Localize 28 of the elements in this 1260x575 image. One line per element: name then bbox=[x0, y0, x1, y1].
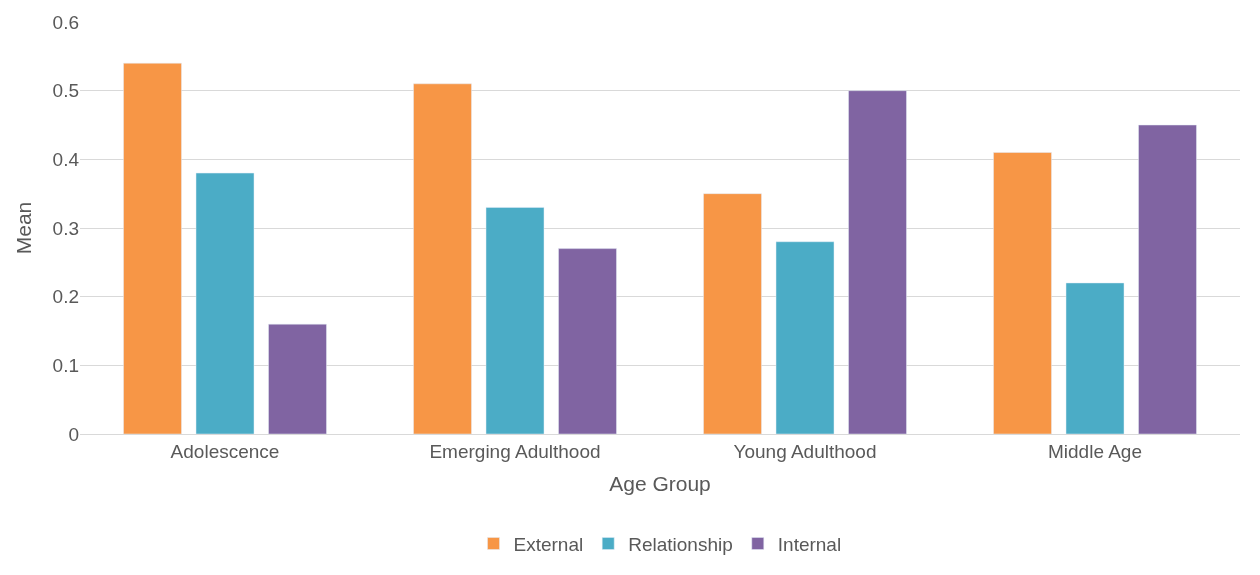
y-axis-title: Mean bbox=[11, 201, 35, 255]
y-tick-label: 0.3 bbox=[52, 217, 79, 239]
y-tick-label: 0.5 bbox=[52, 80, 79, 102]
x-tick-label: Adolescence bbox=[170, 440, 280, 462]
bar bbox=[485, 207, 545, 434]
bar bbox=[775, 241, 835, 434]
y-tick-label: 0.1 bbox=[52, 354, 79, 376]
legend-label: External bbox=[513, 533, 584, 555]
y-tick-label: 0.4 bbox=[52, 148, 80, 170]
bar bbox=[993, 152, 1052, 434]
x-tick-label: Young Adulthood bbox=[733, 440, 877, 462]
bar bbox=[123, 62, 182, 434]
bar bbox=[558, 248, 617, 434]
bar bbox=[413, 83, 472, 434]
bar bbox=[268, 323, 327, 434]
x-tick-label: Emerging Adulthood bbox=[429, 440, 601, 462]
bar bbox=[848, 90, 907, 434]
bar bbox=[1065, 282, 1125, 434]
y-tick-label: 0.2 bbox=[52, 286, 79, 308]
y-tick-label: 0 bbox=[68, 423, 79, 445]
legend-label: Internal bbox=[777, 533, 842, 555]
legend-label: Relationship bbox=[628, 533, 733, 555]
bar bbox=[1138, 124, 1197, 434]
x-axis-title: Age Group bbox=[609, 472, 711, 495]
y-tick-label: 0.6 bbox=[52, 11, 79, 33]
bar bbox=[703, 193, 762, 434]
x-tick-label: Middle Age bbox=[1047, 440, 1143, 462]
bar bbox=[195, 172, 255, 434]
